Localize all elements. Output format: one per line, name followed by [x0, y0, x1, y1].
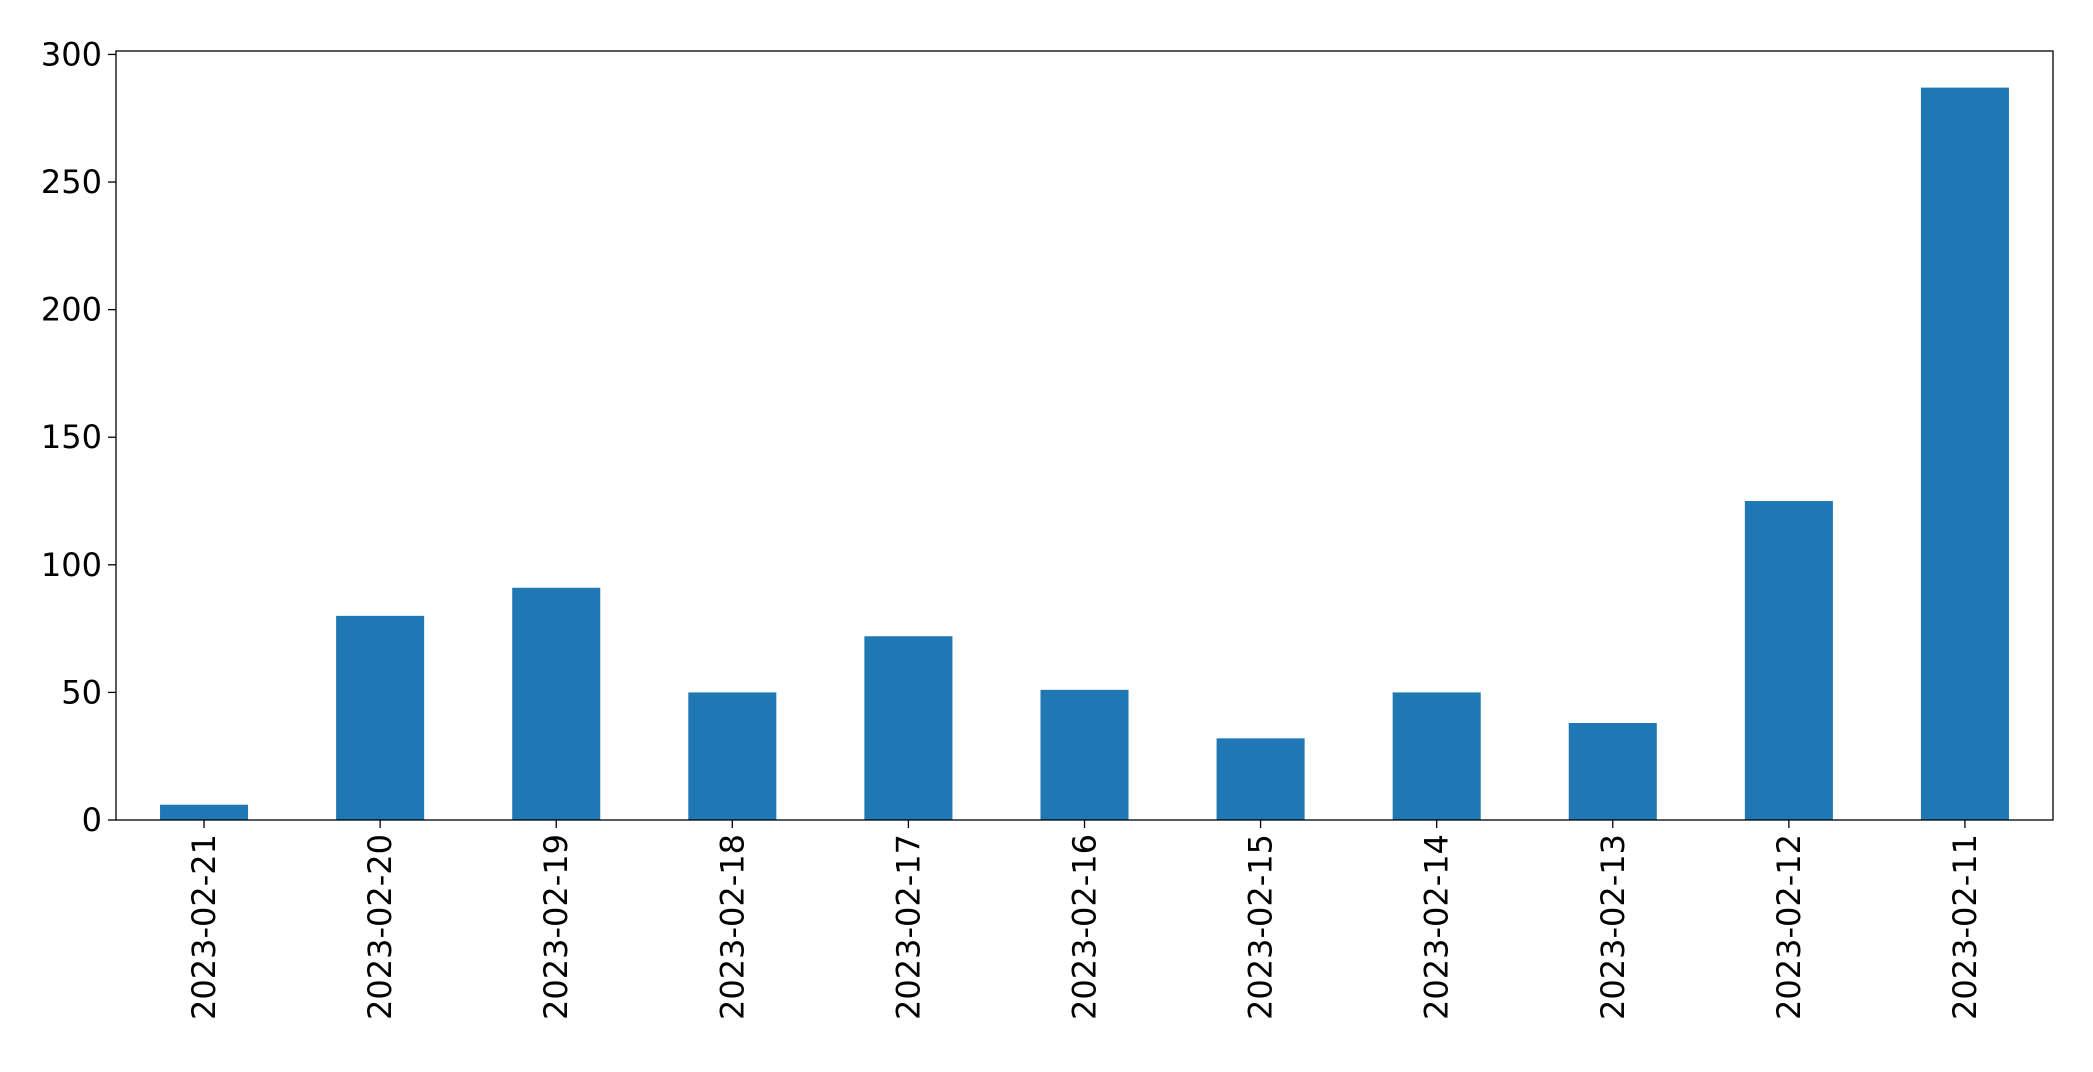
- bar: [1392, 692, 1481, 820]
- bar: [336, 615, 425, 820]
- bar: [1216, 738, 1305, 820]
- bar: [688, 692, 777, 820]
- x-tick-label: 2023-02-19: [537, 834, 575, 1020]
- x-tick-label: 2023-02-14: [1418, 834, 1456, 1020]
- bar: [160, 804, 249, 820]
- x-tick-label: 2023-02-13: [1594, 834, 1632, 1020]
- y-tick-label: 150: [41, 418, 102, 456]
- x-tick-label: 2023-02-18: [713, 834, 751, 1020]
- x-tick-label: 2023-02-15: [1242, 834, 1280, 1020]
- x-tick-label: 2023-02-16: [1066, 834, 1104, 1020]
- bar: [1920, 87, 2009, 821]
- bar: [1040, 689, 1129, 820]
- y-tick-label: 200: [41, 291, 102, 329]
- x-tick-label: 2023-02-12: [1770, 834, 1808, 1020]
- bar: [1744, 501, 1833, 820]
- x-tick-label: 2023-02-21: [185, 834, 223, 1020]
- bar: [512, 587, 601, 820]
- plot-frame: [115, 50, 2054, 821]
- bar: [1568, 723, 1657, 820]
- x-tick-label: 2023-02-11: [1946, 834, 1984, 1020]
- x-tick-label: 2023-02-17: [889, 834, 927, 1020]
- y-tick-label: 300: [41, 35, 102, 73]
- bar: [864, 636, 953, 820]
- y-tick-label: 250: [41, 163, 102, 201]
- y-tick-label: 0: [82, 801, 102, 839]
- y-tick-label: 100: [41, 546, 102, 584]
- x-tick-label: 2023-02-20: [361, 834, 399, 1020]
- y-tick-label: 50: [61, 673, 102, 711]
